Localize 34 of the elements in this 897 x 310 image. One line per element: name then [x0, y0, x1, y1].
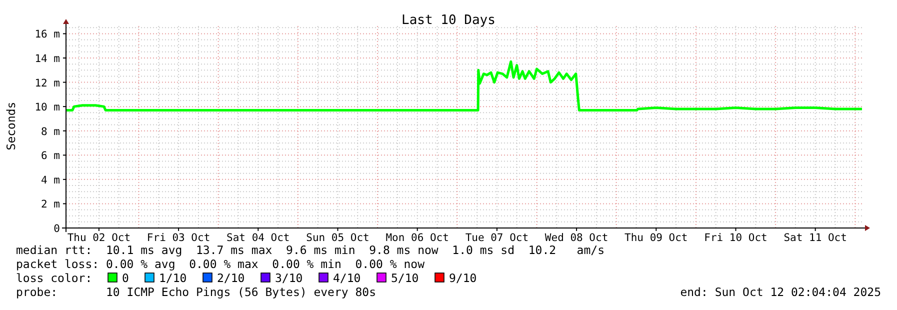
- text: end: Sun Oct 12 02:04:04 2025: [680, 285, 881, 299]
- y-tick-label: 6 m: [41, 150, 60, 162]
- x-tick-label: Thu 09 Oct: [624, 232, 688, 244]
- x-tick-label: Wed 08 Oct: [544, 232, 608, 244]
- legend-label: 0: [122, 271, 129, 285]
- x-tick-label: Thu 02 Oct: [67, 232, 131, 244]
- legend-label: 9/10: [449, 271, 477, 285]
- y-tick-label: 4 m: [41, 174, 60, 186]
- legend-title: loss color:: [16, 271, 92, 285]
- x-tick-label: Fri 03 Oct: [146, 232, 210, 244]
- legend-label: 2/10: [217, 271, 245, 285]
- legend-label: 5/10: [391, 271, 419, 285]
- text: packet loss: 0.00 % avg 0.00 % max 0.00 % min 0.00 % now: [16, 257, 425, 271]
- chart-title: Last 10 Days: [402, 13, 496, 28]
- legend-label: 1/10: [159, 271, 187, 285]
- y-tick-label: 2 m: [41, 198, 60, 211]
- y-tick-label: 14 m: [34, 53, 60, 65]
- x-tick-label: Sat 04 Oct: [226, 232, 290, 244]
- text: probe: 10 ICMP Echo Pings (56 Bytes) every 80s: [16, 285, 376, 299]
- y-tick-label: 10 m: [34, 102, 60, 114]
- x-tick-label: Tue 07 Oct: [465, 232, 529, 244]
- text: median rtt: 10.1 ms avg 13.7 ms max 9.6 ms min 9.8 ms now 1.0 ms sd 10.2 am/s: [16, 243, 605, 257]
- x-tick-label: Mon 06 Oct: [386, 232, 449, 244]
- legend-label: 3/10: [275, 271, 303, 285]
- y-tick-label: 0: [54, 223, 60, 235]
- x-tick-label: Sun 05 Oct: [306, 232, 370, 244]
- x-tick-label: Fri 10 Oct: [704, 232, 768, 244]
- y-tick-label: 16 m: [34, 28, 60, 41]
- legend-label: 4/10: [333, 271, 361, 285]
- y-axis-title: Seconds: [4, 102, 18, 150]
- x-tick-label: Sat 11 Oct: [784, 232, 847, 244]
- y-tick-label: 12 m: [34, 77, 60, 90]
- y-tick-label: 8 m: [41, 126, 60, 138]
- line-series: [64, 60, 864, 112]
